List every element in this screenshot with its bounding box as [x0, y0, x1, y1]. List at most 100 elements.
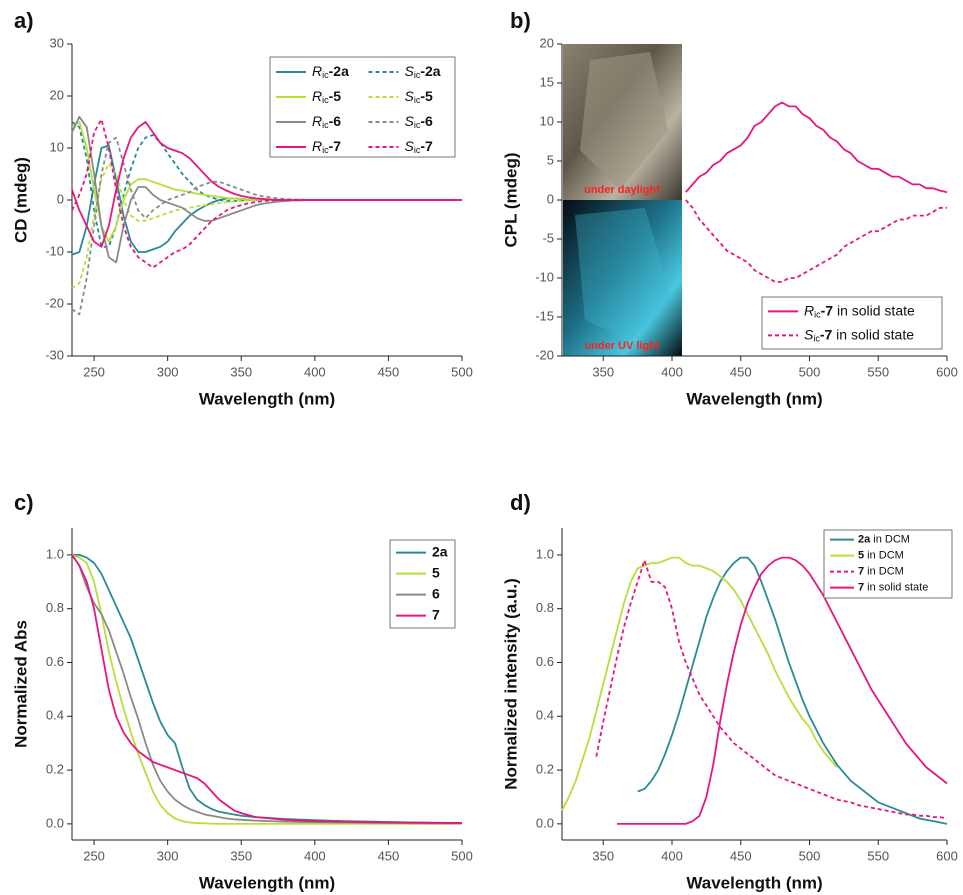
y-tick-label: 20 — [540, 35, 554, 50]
uv-photo — [563, 200, 682, 356]
x-axis-label: Wavelength (nm) — [199, 873, 335, 892]
y-tick-label: 0.8 — [536, 600, 554, 615]
x-tick-label: 550 — [867, 848, 889, 863]
crystal — [580, 52, 668, 190]
y-tick-label: -10 — [535, 269, 554, 284]
panel-label: d) — [510, 490, 531, 515]
x-tick-label: 550 — [867, 364, 889, 379]
x-tick-label: 600 — [936, 364, 958, 379]
x-tick-label: 350 — [592, 364, 614, 379]
y-tick-label: 20 — [50, 87, 64, 102]
y-tick-label: 0 — [57, 191, 64, 206]
y-tick-label: 0.4 — [46, 708, 64, 723]
x-tick-label: 250 — [83, 848, 105, 863]
legend-label: 2a — [432, 543, 448, 559]
legend-label: Sic-5 — [405, 88, 434, 106]
legend-box — [761, 296, 943, 350]
legend-label: Sic-6 — [405, 113, 434, 131]
legend-label: Sic-7 in solid state — [804, 326, 914, 344]
y-tick-label: 0.2 — [536, 762, 554, 777]
panel: d) 350 400 450 500 550 600 0.0 0.2 0.4 0.6 0.8 1.0 Wa… — [501, 490, 957, 893]
legend-label: Sic-7 — [405, 138, 434, 156]
data-line — [71, 121, 462, 248]
x-tick-label: 300 — [157, 848, 179, 863]
x-tick-label: 400 — [304, 848, 326, 863]
y-tick-label: -20 — [45, 295, 64, 310]
panel: b) 350 400 450 500 550 600 -20 -15 -10 -5 0 5 10 15 20 W… — [501, 8, 957, 409]
x-tick-label: 450 — [730, 364, 752, 379]
data-line — [637, 556, 948, 825]
data-line — [685, 101, 948, 194]
y-tick-label: -15 — [535, 308, 554, 323]
x-tick-label: 350 — [230, 848, 252, 863]
x-tick-label: 500 — [451, 364, 473, 379]
y-tick-label: 5 — [547, 152, 554, 167]
y-tick-label: 10 — [50, 139, 64, 154]
crystal — [575, 208, 672, 340]
inset-label: under daylight — [584, 184, 660, 196]
legend-label: 7 — [432, 606, 440, 622]
x-tick-label: 500 — [799, 364, 821, 379]
data-line — [617, 556, 948, 825]
legend-label: Ric-7 in solid state — [804, 302, 915, 320]
legend-label: 6 — [432, 585, 440, 601]
x-tick-label: 250 — [83, 364, 105, 379]
y-tick-label: 1.0 — [536, 546, 554, 561]
x-tick-label: 400 — [661, 364, 683, 379]
y-axis-label: CPL (mdeg) — [501, 152, 520, 247]
y-tick-label: 0 — [547, 191, 554, 206]
legend-label: Ric-7 — [312, 138, 341, 156]
panel: c) 250 300 350 400 450 500 0.0 0.2 0.4 0.6 0.8 1.0 Wa… — [11, 490, 472, 893]
x-tick-label: 350 — [592, 848, 614, 863]
y-axis-label: CD (mdeg) — [11, 157, 30, 243]
panel: a) 250 300 350 400 450 500 -30 -20 -10 0 10 20 30 Wave… — [11, 8, 472, 409]
x-axis-label: Wavelength (nm) — [686, 389, 822, 408]
x-tick-label: 450 — [730, 848, 752, 863]
legend-label: 7 in DCM — [858, 566, 904, 578]
data-line — [595, 559, 948, 820]
legend-label: Ric-6 — [312, 113, 341, 131]
legend-label: 7 in solid state — [858, 582, 928, 594]
y-tick-label: 0.4 — [536, 708, 554, 723]
legend-label: Ric-5 — [312, 88, 341, 106]
legend-box — [269, 56, 456, 158]
data-line — [561, 556, 838, 811]
legend-label: Sic-2a — [405, 63, 441, 81]
y-tick-label: 10 — [540, 113, 554, 128]
panel-label: b) — [510, 8, 531, 33]
data-line — [685, 199, 947, 283]
x-tick-label: 450 — [378, 364, 400, 379]
y-tick-label: 0.6 — [46, 654, 64, 669]
x-tick-label: 350 — [230, 364, 252, 379]
panel-label: c) — [14, 490, 34, 515]
y-tick-label: -30 — [45, 347, 64, 362]
y-tick-label: 0.2 — [46, 762, 64, 777]
x-axis-label: Wavelength (nm) — [686, 873, 822, 892]
data-line — [71, 554, 462, 825]
legend-label: 2a in DCM — [858, 534, 910, 546]
inset-label: under UV light — [584, 340, 660, 352]
x-tick-label: 400 — [661, 848, 683, 863]
data-line — [71, 162, 462, 290]
y-axis-label: Normalized Abs — [11, 620, 30, 748]
x-tick-label: 500 — [451, 848, 473, 863]
data-line — [72, 554, 463, 824]
x-tick-label: 500 — [799, 848, 821, 863]
y-tick-label: 0.0 — [536, 815, 554, 830]
legend-box — [389, 539, 456, 629]
inset-photos: under daylight under UV light — [563, 44, 682, 356]
y-tick-label: -10 — [45, 243, 64, 258]
x-tick-label: 450 — [378, 848, 400, 863]
data-line — [71, 554, 463, 824]
y-tick-label: 1.0 — [46, 546, 64, 561]
x-tick-label: 600 — [936, 848, 958, 863]
legend-label: Ric-2a — [312, 63, 349, 81]
x-tick-label: 400 — [304, 364, 326, 379]
y-tick-label: -20 — [535, 347, 554, 362]
y-tick-label: 0.0 — [46, 815, 64, 830]
y-tick-label: 0.8 — [46, 600, 64, 615]
legend-label: 5 — [432, 564, 440, 580]
data-line — [71, 554, 462, 825]
